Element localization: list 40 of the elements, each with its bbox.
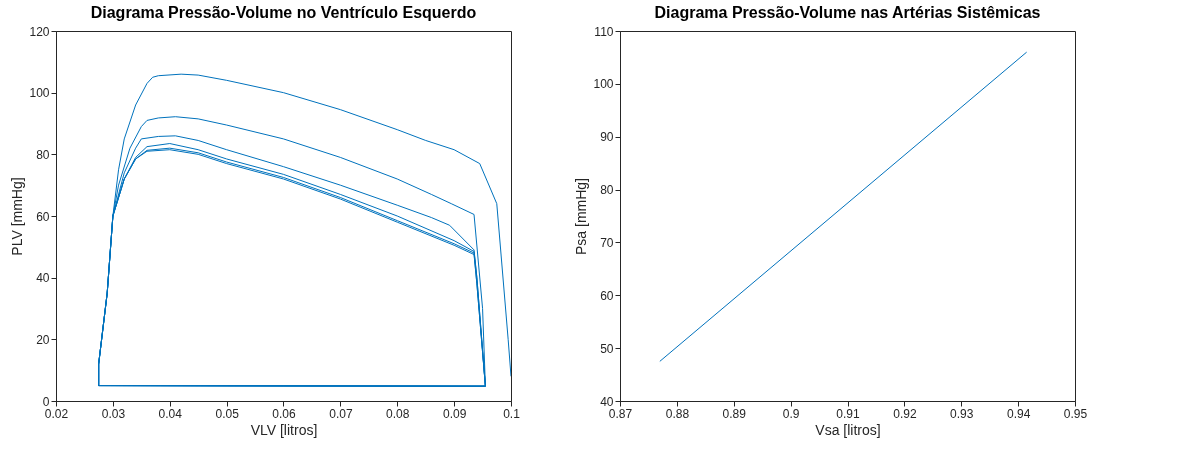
chart-title: Diagrama Pressão-Volume nas Artérias Sistêmicas xyxy=(654,4,1041,21)
y-tick-label: 50 xyxy=(600,341,614,356)
y-tick-label: 80 xyxy=(36,147,50,162)
x-tick-label: 0.89 xyxy=(722,406,747,421)
x-tick-label: 0.05 xyxy=(215,406,240,421)
x-tick-label: 0.06 xyxy=(272,406,296,421)
y-tick-label: 60 xyxy=(36,209,50,224)
chart-title: Diagrama Pressão-Volume no Ventrículo Esquerdo xyxy=(90,4,477,21)
y-tick-label: 110 xyxy=(594,24,614,39)
y-tick-label: 60 xyxy=(600,288,614,303)
x-tick-label: 0.91 xyxy=(836,406,860,421)
y-tick-label: 120 xyxy=(29,24,50,39)
x-tick-label: 0.02 xyxy=(44,406,69,421)
y-tick-label: 90 xyxy=(600,130,614,145)
x-tick-label: 0.92 xyxy=(893,406,917,421)
y-tick-label: 20 xyxy=(36,332,50,347)
y-tick-label: 40 xyxy=(600,394,614,409)
x-tick-label: 0.88 xyxy=(665,406,690,421)
x-tick-label: 0.94 xyxy=(1006,406,1031,421)
line-series xyxy=(98,73,511,387)
y-tick-label: 100 xyxy=(593,77,614,92)
y-tick-label: 80 xyxy=(600,183,614,198)
x-tick-label: 0.04 xyxy=(158,406,183,421)
y-axis-title: PLV [mmHg] xyxy=(9,177,26,256)
x-tick-label: 0.95 xyxy=(1063,406,1088,421)
x-axis-title: VLV [litros] xyxy=(250,421,318,438)
x-tick-label: 0.87 xyxy=(608,406,633,421)
x-tick-label: 0.07 xyxy=(329,406,353,421)
y-axis-title: Psa [mmHg] xyxy=(573,177,590,256)
y-tick-label: 100 xyxy=(29,86,50,101)
x-tick-label: 0.09 xyxy=(442,406,467,421)
x-tick-label: 0.9 xyxy=(782,406,800,421)
x-tick-label: 0.1 xyxy=(503,406,521,421)
x-tick-label: 0.03 xyxy=(101,406,126,421)
y-tick-label: 70 xyxy=(600,235,614,250)
y-tick-label: 40 xyxy=(36,271,50,286)
x-axis-title: Vsa [litros] xyxy=(815,421,881,438)
y-tick-label: 0 xyxy=(42,394,50,409)
x-tick-label: 0.08 xyxy=(386,406,410,421)
x-tick-label: 0.93 xyxy=(950,406,974,421)
